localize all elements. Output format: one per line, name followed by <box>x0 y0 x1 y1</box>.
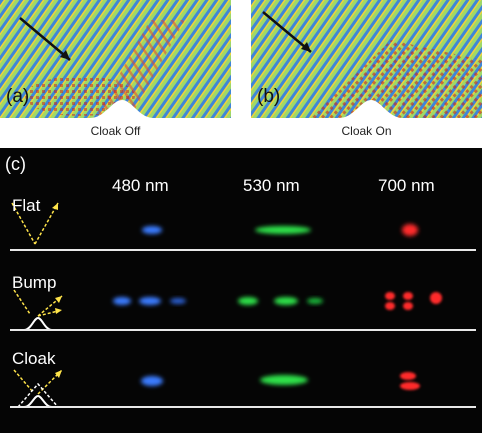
cloak-ray-diagram <box>13 369 63 395</box>
row-label-flat: Flat <box>12 196 41 215</box>
spot-flat-480 <box>142 226 162 234</box>
ground-line-cloak <box>10 406 476 408</box>
spot-flat-700 <box>402 224 418 236</box>
bump-shape <box>23 316 53 331</box>
row-label-bump: Bump <box>12 273 57 292</box>
row-label-cloak: Cloak <box>12 349 56 368</box>
caption-cloak-off: Cloak Off <box>90 124 141 138</box>
ground-line-flat <box>10 249 476 251</box>
caption-cloak-on: Cloak On <box>341 124 392 138</box>
incident-arrow <box>262 11 312 53</box>
ground-line-bump <box>10 329 476 331</box>
simulation-panel-b: (b) <box>251 0 482 118</box>
spot-flat-530 <box>255 226 311 234</box>
spot-cloak-530 <box>260 375 308 385</box>
cloak-bump-shape <box>23 394 53 408</box>
incident-arrow <box>19 17 71 61</box>
bump-ray-diagram <box>13 289 63 317</box>
cloak-shell <box>17 382 59 408</box>
panel-label-c: (c) <box>5 154 26 174</box>
field-map-cloak-on <box>251 0 482 118</box>
experiment-panel-c: (c) 480 nm 530 nm 700 nm Flat Bump Cloak <box>0 148 482 433</box>
wavelength-480: 480 nm <box>112 176 169 195</box>
spot-bump-700 <box>385 292 442 310</box>
simulation-panel-a: (a) <box>0 0 231 118</box>
spot-bump-530 <box>238 297 323 305</box>
wavelength-700: 700 nm <box>378 176 435 195</box>
spot-cloak-480 <box>141 376 163 386</box>
wavelength-530: 530 nm <box>243 176 300 195</box>
panel-label-a: (a) <box>6 86 30 107</box>
field-map-cloak-off <box>0 0 231 118</box>
spot-bump-480 <box>113 297 186 305</box>
panel-label-b: (b) <box>257 86 281 107</box>
flat-ray-diagram <box>11 202 59 245</box>
scattered-light-spots <box>11 202 442 408</box>
spot-cloak-700 <box>400 372 420 390</box>
